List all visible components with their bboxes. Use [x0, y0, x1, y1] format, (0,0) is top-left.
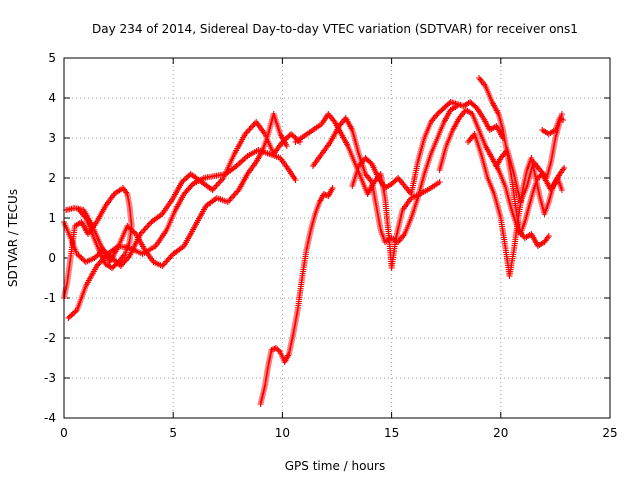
data-point: [249, 123, 256, 130]
x-tick-labels: 0 5 10 15 20 25: [60, 426, 617, 440]
data-point: [144, 223, 151, 230]
data-point: [216, 179, 223, 186]
data-point: [292, 177, 299, 183]
data-point: [76, 207, 83, 213]
data-point: [245, 128, 251, 134]
y-tick-label: 3: [48, 131, 56, 145]
data-point: [228, 194, 235, 201]
data-point: [164, 257, 171, 263]
data-points: [61, 75, 568, 407]
y-tick-label: 5: [48, 51, 56, 65]
plot-frame: [63, 57, 611, 419]
data-point: [142, 225, 149, 231]
y-tick-labels: -4 -3 -2 -1 0 1 2 3 4 5: [44, 51, 56, 425]
data-point: [558, 111, 565, 117]
data-point: [217, 178, 224, 184]
data-point: [226, 197, 233, 204]
y-axis-label: SDTVAR / TECUs: [6, 189, 20, 287]
data-point: [210, 185, 217, 192]
data-point: [558, 187, 565, 193]
y-tick-label: 0: [48, 251, 56, 265]
y-tick-label: -3: [44, 371, 56, 385]
data-point: [283, 135, 290, 141]
data-point: [188, 182, 195, 189]
data-point: [145, 222, 152, 228]
data-point: [140, 228, 147, 234]
grid-lines: [64, 58, 610, 418]
data-point: [231, 191, 238, 198]
x-tick-label: 0: [60, 426, 68, 440]
series-arc-late-c: [465, 131, 565, 279]
series-arc-main: [257, 185, 336, 407]
series-arc-mid-b: [310, 103, 461, 245]
data-point: [233, 190, 239, 196]
data-point: [213, 182, 220, 189]
x-tick-label: 5: [169, 426, 177, 440]
y-tick-label: -4: [44, 411, 56, 425]
y-tick-label: -2: [44, 331, 56, 345]
data-point: [288, 131, 295, 137]
data-point: [545, 233, 552, 239]
data-point: [283, 143, 290, 149]
data-point: [183, 175, 190, 181]
data-point: [274, 346, 281, 353]
y-tick-label: 1: [48, 211, 56, 225]
series-arc-late-e: [539, 115, 567, 137]
series-arc-rise-a: [65, 147, 299, 321]
series-arc-early-loop: [61, 185, 135, 301]
x-tick-label: 20: [493, 426, 508, 440]
data-point: [160, 261, 167, 268]
data-point: [166, 255, 173, 262]
data-point: [246, 126, 253, 133]
data-point: [329, 185, 336, 191]
data-point: [561, 165, 568, 171]
data-point: [65, 315, 72, 321]
data-point: [180, 177, 187, 184]
data-point: [141, 226, 148, 233]
data-point: [436, 179, 443, 185]
data-point: [78, 255, 85, 261]
data-point: [68, 312, 75, 319]
data-point: [163, 258, 170, 265]
data-point: [66, 313, 73, 320]
series-arc-mid-c: [349, 99, 506, 197]
data-point: [184, 173, 191, 180]
data-point: [247, 125, 254, 131]
x-tick-label: 10: [275, 426, 290, 440]
y-tick-label: 2: [48, 171, 56, 185]
x-axis-label: GPS time / hours: [285, 459, 386, 473]
data-point: [75, 252, 82, 259]
data-point: [271, 345, 278, 352]
data-point: [268, 347, 275, 353]
data-point: [275, 347, 282, 354]
y-tick-label: 4: [48, 91, 56, 105]
data-point: [71, 309, 78, 316]
chart-title: Day 234 of 2014, Sidereal Day-to-day VTE…: [92, 22, 578, 36]
x-tick-label: 15: [384, 426, 399, 440]
data-point: [230, 193, 237, 199]
x-tick-label: 25: [602, 426, 617, 440]
data-point: [560, 117, 567, 123]
series-arc-rise-c: [63, 111, 290, 269]
y-tick-label: -1: [44, 291, 56, 305]
data-point: [91, 255, 98, 261]
data-point: [125, 254, 132, 261]
data-point: [289, 132, 296, 139]
data-point: [215, 181, 221, 187]
data-point: [69, 311, 76, 317]
series-arc-late-a: [436, 107, 552, 249]
data-point: [167, 254, 174, 260]
data-point: [250, 122, 257, 128]
